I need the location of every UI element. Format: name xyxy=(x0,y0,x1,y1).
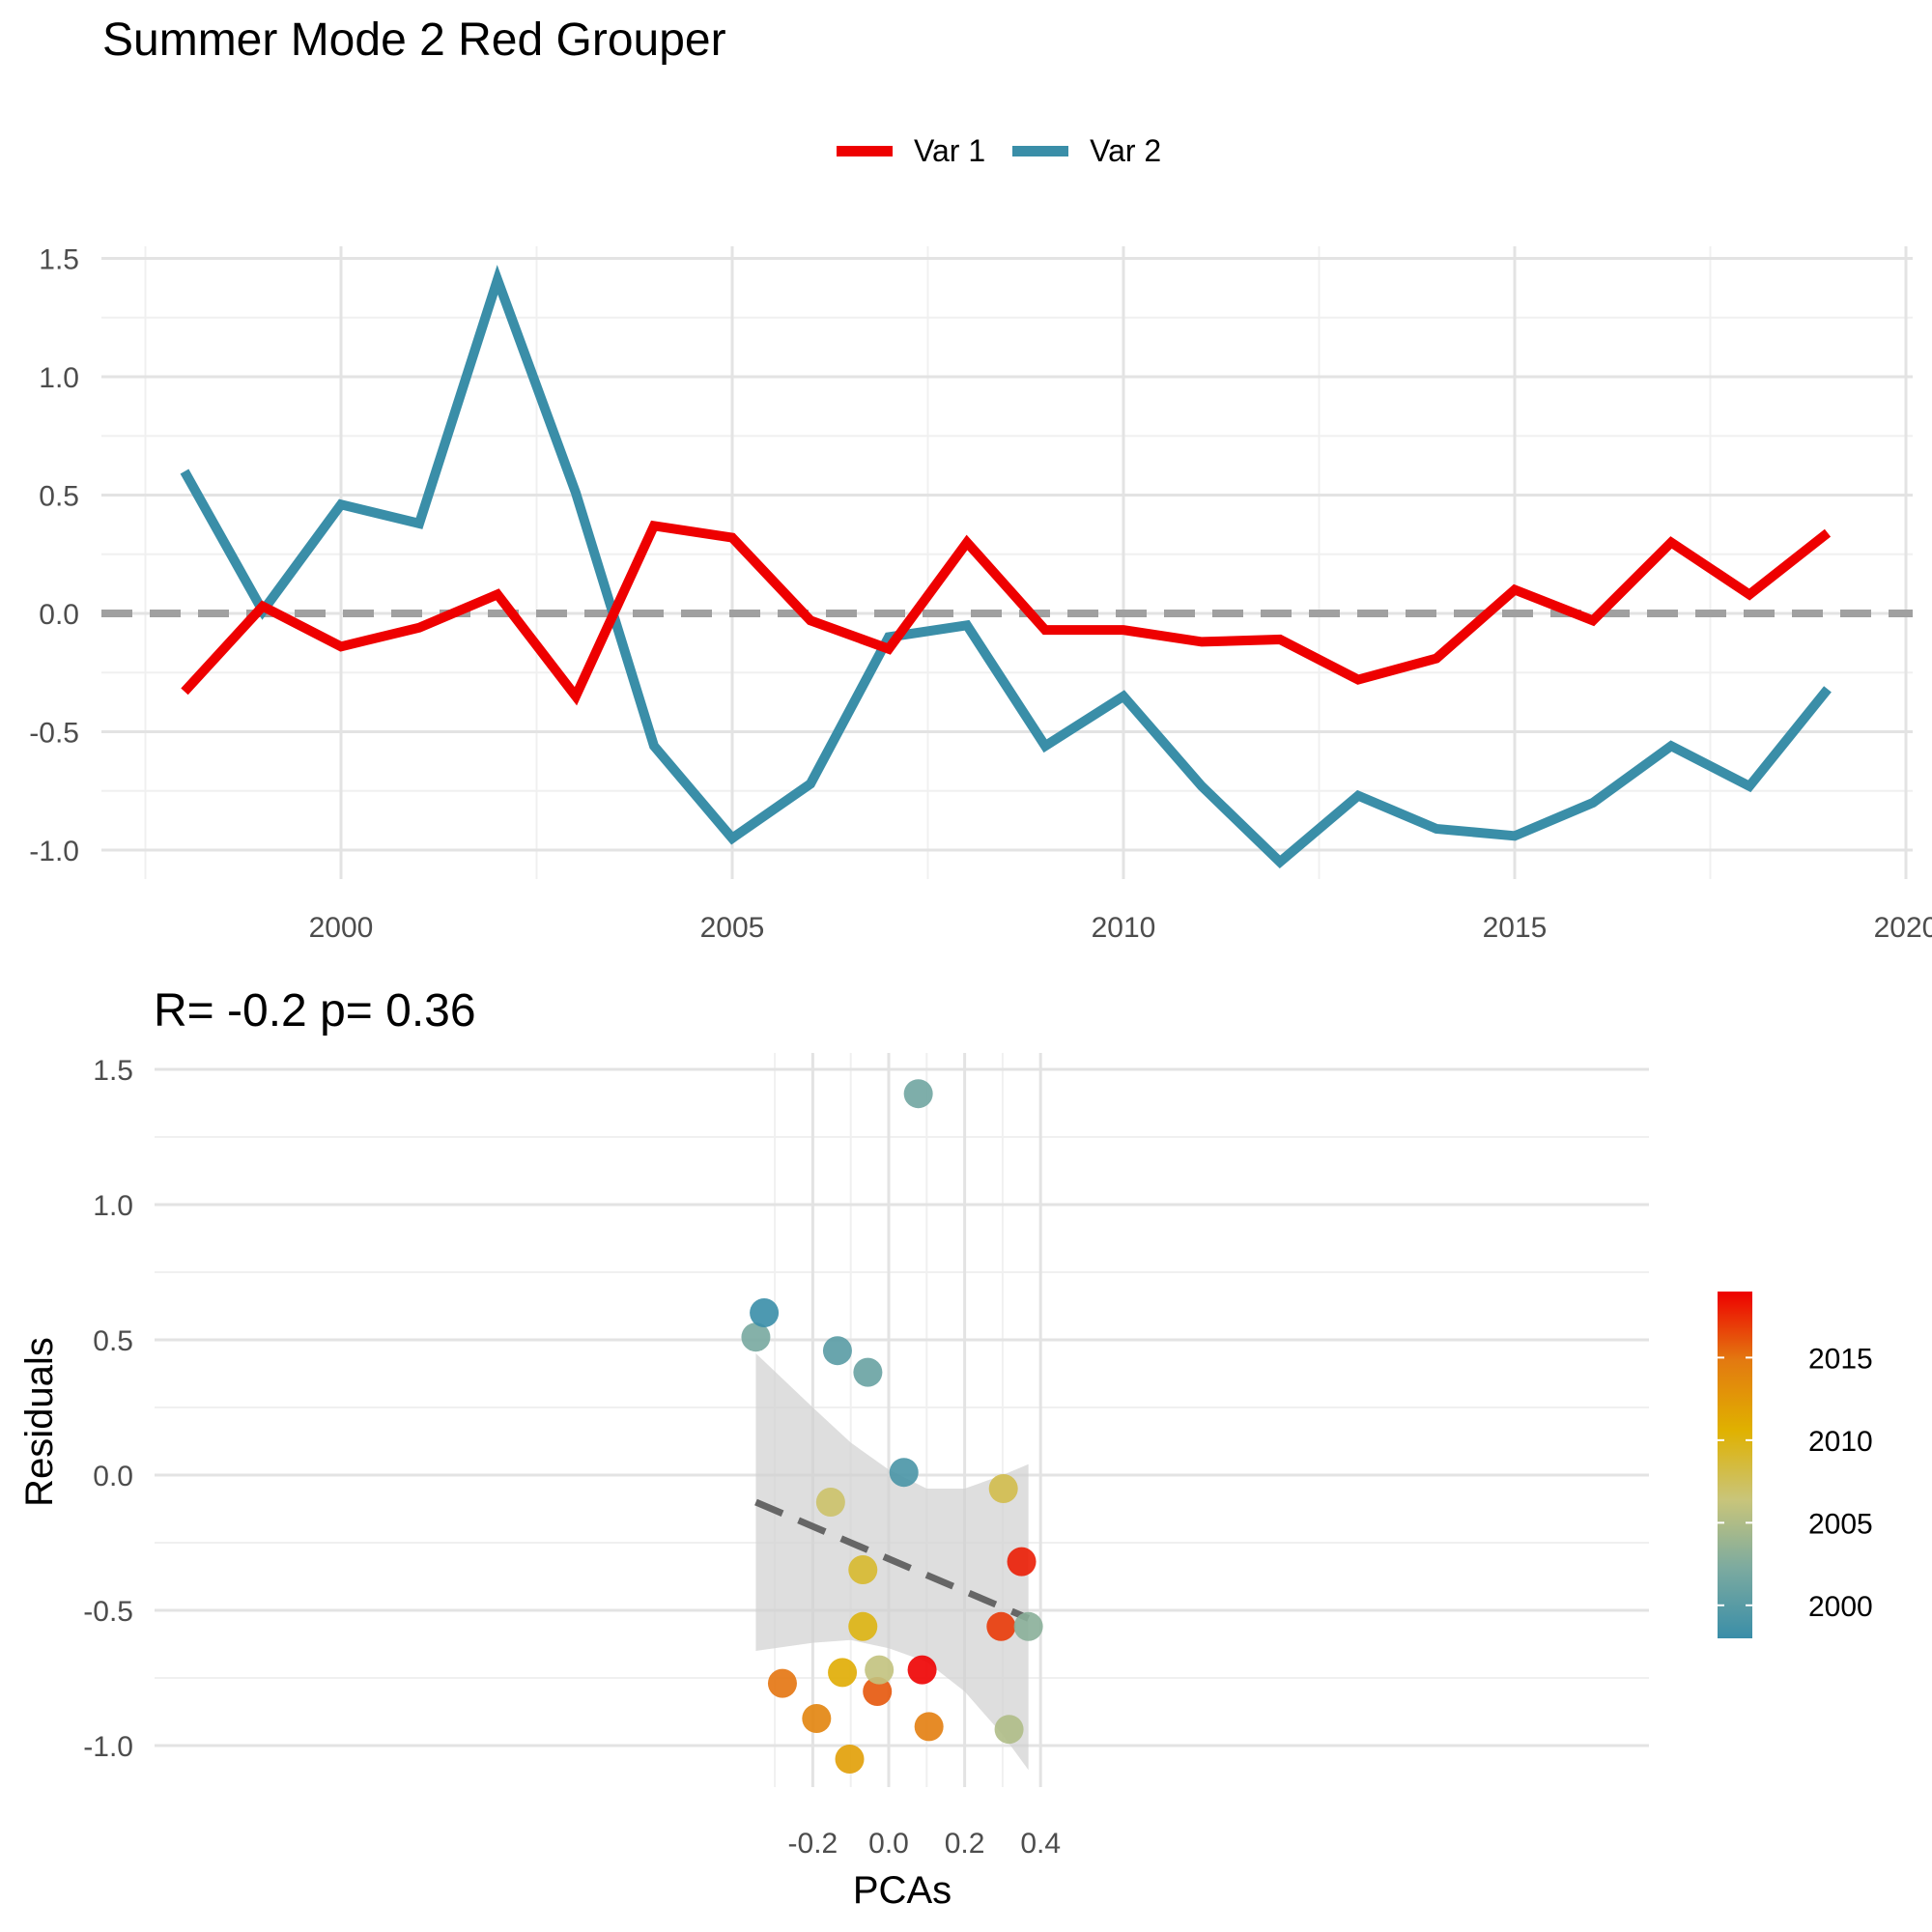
x-tick-label: -0.2 xyxy=(788,1828,838,1860)
x-tick-label: 2010 xyxy=(1092,912,1156,944)
x-tick-label: 0.0 xyxy=(868,1828,909,1860)
scatter-point xyxy=(988,1474,1018,1503)
colorbar: 2015 2010 2005 2000 xyxy=(1718,1292,1873,1638)
legend-label-var1: Var 1 xyxy=(914,132,986,168)
legend-swatch-var1 xyxy=(837,145,893,156)
y-tick-label: 1.0 xyxy=(93,1190,133,1222)
y-tick-label: -0.5 xyxy=(29,718,79,750)
scatter-point xyxy=(741,1322,771,1352)
x-tick-label: 2020 xyxy=(1874,912,1932,944)
y-tick-label: 0.0 xyxy=(93,1461,133,1492)
colorbar-tick-label: 2000 xyxy=(1808,1591,1873,1623)
legend-swatch-var2 xyxy=(1012,145,1069,156)
scatter-point xyxy=(986,1611,1016,1641)
scatter-point xyxy=(750,1298,780,1327)
y-axis-title: Residuals xyxy=(18,1337,61,1507)
legend-item-var1: Var 1 xyxy=(837,133,985,169)
y-tick-label: 1.0 xyxy=(39,362,79,394)
legend: Var 1 Var 2 xyxy=(837,131,1188,170)
x-tick-label: 0.2 xyxy=(945,1828,985,1860)
scatter-point xyxy=(903,1079,933,1109)
scatter-point xyxy=(907,1655,937,1685)
scatter-point xyxy=(802,1704,832,1733)
scatter-point xyxy=(848,1555,878,1584)
colorbar-gradient xyxy=(1718,1292,1752,1638)
scatter-point xyxy=(822,1336,852,1366)
scatter-point xyxy=(1013,1611,1043,1641)
scatter-panel: R= -0.2 p= 0.36 PCAs Residuals 1.5 1.0 0.5… xyxy=(18,985,1873,1912)
scatter-point xyxy=(889,1458,919,1488)
colorbar-tick-label: 2005 xyxy=(1808,1508,1873,1540)
legend-label-var2: Var 2 xyxy=(1090,132,1162,168)
scatter-point xyxy=(835,1745,865,1774)
y-tick-label: 1.5 xyxy=(39,244,79,276)
x-axis-title: PCAs xyxy=(853,1869,952,1912)
correlation-annotation: R= -0.2 p= 0.36 xyxy=(154,985,476,1037)
y-tick-label: -1.0 xyxy=(83,1731,133,1763)
scatter-point xyxy=(863,1677,893,1706)
chart-title: Summer Mode 2 Red Grouper xyxy=(102,14,726,66)
y-tick-label: -0.5 xyxy=(83,1596,133,1628)
scatter-point xyxy=(815,1488,845,1517)
scatter-point xyxy=(914,1712,944,1742)
series-group xyxy=(180,265,1832,868)
series-line-var1 xyxy=(181,520,1832,706)
time-series-panel: 1.5 1.0 0.5 0.0 -0.5 -1.0 2000 2005 2010 2015 2020 xyxy=(29,244,1932,945)
x-tick-label: 2015 xyxy=(1483,912,1548,944)
x-tick-label: 2000 xyxy=(309,912,374,944)
y-tick-label: 0.5 xyxy=(93,1325,133,1357)
series-line-var2 xyxy=(180,265,1832,868)
y-tick-label: 1.5 xyxy=(93,1055,133,1087)
y-tick-label: 0.0 xyxy=(39,599,79,631)
scatter-point xyxy=(853,1357,883,1387)
scatter-point xyxy=(767,1668,797,1698)
colorbar-tick-label: 2015 xyxy=(1808,1343,1873,1375)
scatter-point xyxy=(865,1655,895,1685)
scatter-point xyxy=(848,1611,878,1641)
scatter-point xyxy=(828,1658,858,1688)
x-tick-label: 2005 xyxy=(700,912,765,944)
scatter-point xyxy=(994,1715,1024,1745)
y-tick-label: 0.5 xyxy=(39,481,79,513)
x-tick-label: 0.4 xyxy=(1020,1828,1061,1860)
scatter-point xyxy=(1007,1547,1037,1577)
legend-item-var2: Var 2 xyxy=(1012,133,1161,169)
y-tick-label: -1.0 xyxy=(29,836,79,867)
regression-fit-line xyxy=(754,1498,1030,1622)
colorbar-tick-label: 2010 xyxy=(1808,1426,1873,1458)
